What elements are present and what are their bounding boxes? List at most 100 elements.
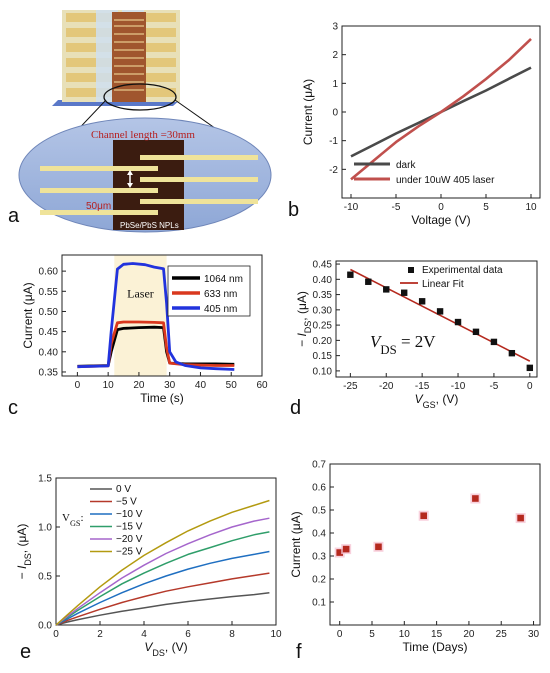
zoom-circle	[103, 83, 177, 111]
x-axis-label: Time (s)	[140, 391, 184, 405]
data-point	[336, 549, 343, 556]
label-part: V	[415, 392, 424, 406]
plot-frame	[61, 254, 263, 377]
vds-annotation: VDS = 2V	[370, 332, 436, 357]
x-tick-label: 8	[229, 629, 235, 640]
series-line-5	[55, 499, 270, 626]
x-tick-label: 4	[141, 629, 147, 640]
label-part: I	[295, 333, 309, 337]
x-tick-label: -25	[343, 381, 358, 392]
label-part: :	[81, 512, 84, 524]
label-part: , (V)	[165, 640, 188, 654]
y-axis-label: − IDS, (μA)	[295, 291, 313, 347]
x-axis-label: Voltage (V)	[411, 213, 470, 227]
channel-length-text: Channel length =30mm	[91, 129, 195, 141]
y-tick-label: 0.45	[39, 327, 59, 338]
y-tick-label: 0.3	[312, 552, 326, 563]
label-part: GS	[423, 400, 436, 410]
x-tick-label: 20	[463, 629, 475, 640]
spacing-text: 50μm	[86, 201, 111, 212]
y-tick-label: 0.6	[312, 483, 326, 494]
series-line-1	[77, 320, 235, 369]
y-tick-label: -2	[329, 165, 338, 176]
legend-label-1: under 10uW 405 laser	[396, 175, 495, 186]
label-part: −	[15, 569, 29, 579]
plot-frame	[335, 260, 538, 378]
x-tick-label: -10	[344, 202, 359, 213]
label-part: DS	[380, 343, 396, 357]
label-part: V	[62, 512, 70, 524]
laser-shade	[114, 255, 167, 376]
panel-a-schematic: Channel length =30mm 50μm PbSe/PbS NPLs	[18, 10, 272, 233]
x-tick-label: 5	[483, 202, 489, 213]
x-tick-label: 5	[369, 629, 375, 640]
chart-c-photoresponse: 0 10 20 30 40 50 60 0.35 0.40 0.45 0.50 0.55 0.60 Tim…	[21, 254, 268, 405]
y-tick-label: -1	[329, 136, 338, 147]
panel-label-f: f	[296, 641, 302, 663]
y-tick-label: 0.15	[313, 351, 333, 362]
x-tick-label: 10	[525, 202, 537, 213]
x-tick-label: 0	[438, 202, 444, 213]
label-part: , (μA)	[295, 291, 309, 321]
x-tick-label: 0	[75, 380, 81, 391]
y-tick-label: 0.5	[312, 506, 326, 517]
legend-label-2: 405 nm	[204, 304, 237, 315]
x-tick-label: 10	[399, 629, 411, 640]
legend-label-0: 1064 nm	[204, 274, 243, 285]
x-axis-label: VDS, (V)	[144, 640, 187, 658]
y-tick-label: 0.7	[312, 460, 326, 471]
legend-label-4: −20 V	[116, 534, 143, 545]
data-point	[347, 271, 354, 278]
label-part: −	[295, 337, 309, 347]
y-tick-label: 0.40	[39, 347, 59, 358]
data-point	[420, 512, 427, 520]
data-point	[375, 543, 382, 551]
y-tick-label: 1	[332, 79, 338, 90]
panel-label-d: d	[290, 397, 301, 419]
legend-label-1: Linear Fit	[422, 279, 464, 290]
y-tick-label: 0.55	[39, 287, 59, 298]
y-tick-label: 0.25	[313, 321, 333, 332]
x-tick-label: -5	[489, 381, 498, 392]
y-tick-label: 1.0	[38, 523, 52, 534]
label-part: V	[144, 640, 153, 654]
data-point	[454, 318, 462, 326]
y-tick-label: 0.30	[313, 305, 333, 316]
x-tick-label: 10	[270, 629, 282, 640]
y-tick-label: 2	[332, 50, 338, 61]
y-tick-label: 0.2	[312, 575, 326, 586]
label-part: , (V)	[436, 392, 459, 406]
data-point	[517, 514, 524, 522]
panel-label-e: e	[20, 641, 31, 663]
x-tick-label: 15	[431, 629, 443, 640]
legend-swatch-0	[408, 267, 414, 273]
data-point	[400, 289, 408, 296]
x-axis-label: VGS, (V)	[415, 392, 459, 410]
x-tick-label: 0	[527, 381, 533, 392]
y-tick-label: 0.0	[38, 621, 52, 632]
y-tick-label: 0.1	[312, 598, 326, 609]
x-tick-label: 25	[496, 629, 508, 640]
legend-label-0: Experimental data	[422, 265, 503, 276]
legend-label-0: 0 V	[116, 484, 131, 495]
data-point	[436, 308, 444, 315]
series-line-0	[55, 591, 270, 626]
legend-label-3: −15 V	[116, 522, 143, 533]
x-tick-label: 40	[195, 380, 207, 391]
data-point	[472, 495, 479, 502]
x-tick-label: 20	[133, 380, 145, 391]
npl-film	[113, 140, 184, 230]
fit-line	[350, 268, 531, 362]
plot-frame	[329, 463, 541, 626]
x-tick-label: -15	[415, 381, 430, 392]
x-axis-label: Time (Days)	[403, 640, 468, 654]
y-axis-label: Current (μA)	[21, 282, 35, 348]
data-point	[490, 338, 498, 346]
x-tick-label: 0	[337, 629, 343, 640]
y-tick-label: 0.40	[313, 275, 333, 286]
data-point	[508, 349, 516, 357]
chart-f-stability: 0 5 10 15 20 25 30 0.1 0.2 0.3 0.4 0.5 0.6 0.7 Time (D…	[289, 460, 541, 654]
